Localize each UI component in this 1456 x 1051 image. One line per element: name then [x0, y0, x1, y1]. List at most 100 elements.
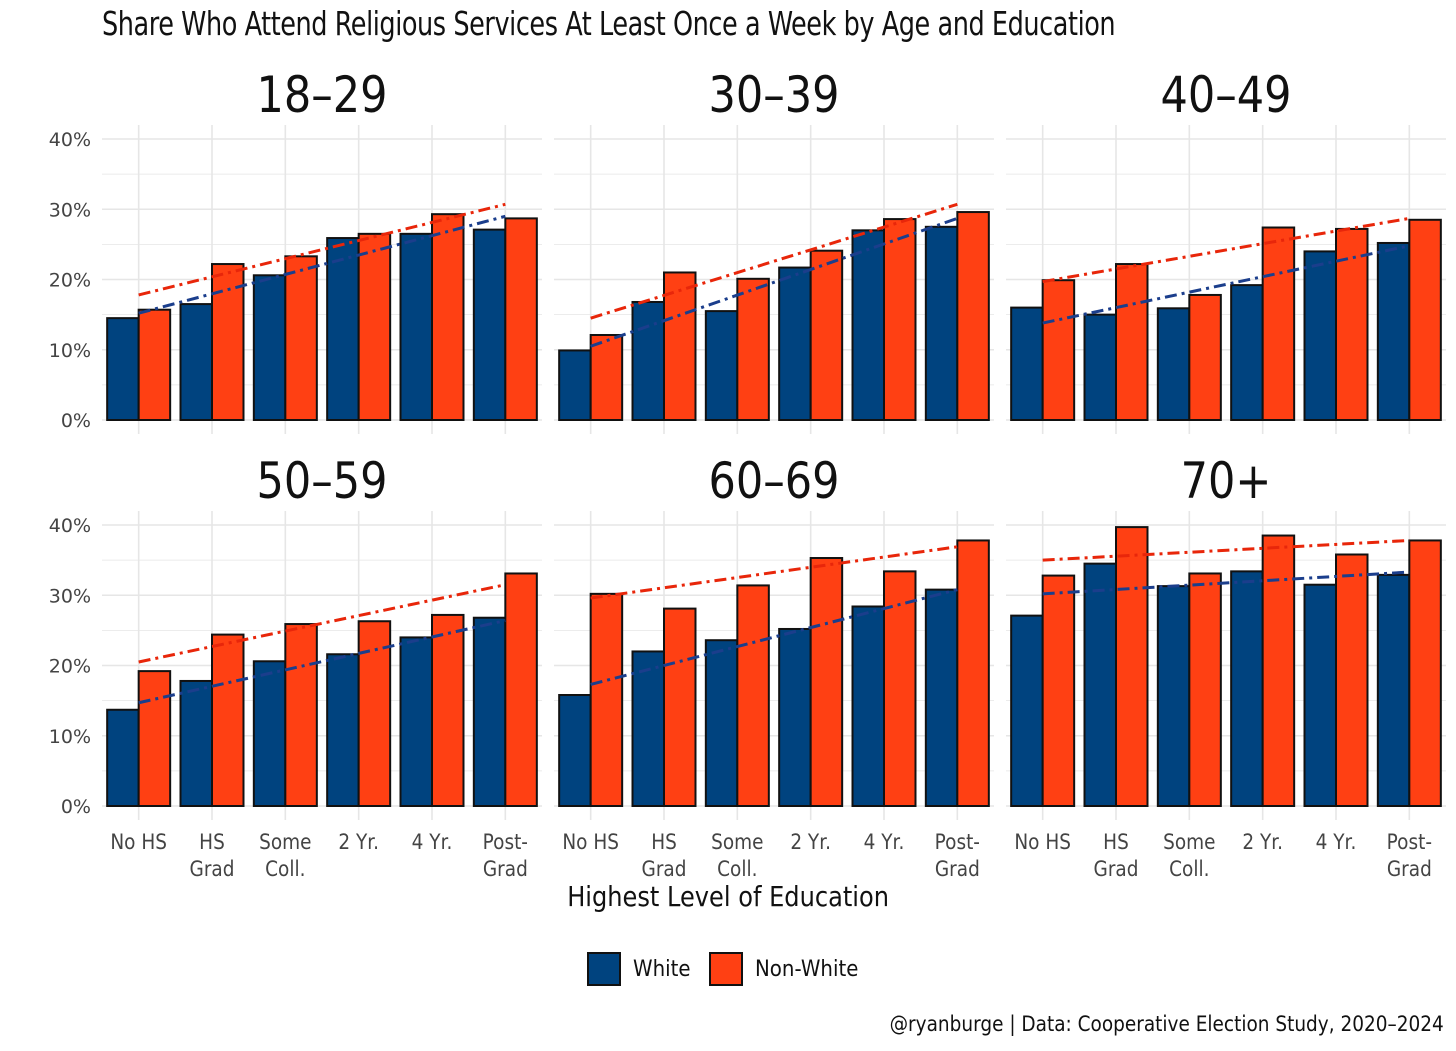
x-tick-label: Grad	[642, 857, 687, 881]
bar-nonwhite	[809, 249, 844, 421]
y-tick-label: 40%	[49, 129, 91, 151]
panel-2: 30–39	[554, 66, 994, 434]
x-tick-label: 2 Yr.	[338, 830, 379, 854]
x-tick-label: Grad	[1387, 857, 1432, 881]
y-tick-label: 0%	[61, 796, 91, 818]
x-tick-label: HS	[651, 830, 677, 854]
x-tick-label: Coll.	[265, 857, 305, 881]
bar-white	[179, 679, 213, 808]
x-tick-label: HS	[199, 830, 225, 854]
bar-white	[106, 317, 140, 422]
trend-line-nonwhite	[1042, 216, 1410, 284]
facet-label: 30–39	[709, 66, 840, 124]
bar-nonwhite	[284, 623, 318, 807]
x-tick-label: Post-	[935, 830, 980, 854]
bar-nonwhite	[883, 570, 917, 807]
x-tick-label: Grad	[1094, 857, 1139, 881]
facet-label: 60–69	[709, 452, 840, 510]
bar-nonwhite	[504, 217, 538, 421]
bar-white	[1083, 562, 1117, 808]
x-tick-label: Post-	[1387, 830, 1432, 854]
x-axis-title-text: Highest Level of Education	[567, 880, 889, 913]
chart-title: Share Who Attend Religious Services At L…	[102, 4, 1116, 43]
bar-nonwhite	[284, 255, 318, 421]
bar-white	[472, 616, 507, 807]
bar-white	[778, 266, 812, 421]
bar-nonwhite	[883, 218, 917, 421]
legend-swatch-nonwhite	[708, 952, 743, 986]
facet-label: 18–29	[257, 66, 388, 124]
bar-white	[778, 627, 812, 807]
bar-white	[326, 653, 360, 808]
x-tick-label: No HS	[1014, 830, 1071, 854]
bar-nonwhite	[736, 584, 770, 807]
bar-nonwhite	[1335, 553, 1369, 807]
bar-white	[558, 349, 592, 422]
bar-white	[851, 229, 885, 421]
bar-nonwhite	[956, 539, 990, 808]
bar-white	[851, 605, 885, 807]
bar-white	[1376, 573, 1411, 807]
y-tick-label: 40%	[49, 515, 91, 537]
y-tick-label: 20%	[49, 656, 91, 678]
x-tick-label: Post-	[483, 830, 528, 854]
bar-white	[326, 237, 360, 421]
x-tick-label: Some	[711, 830, 763, 854]
x-tick-label: HS	[1103, 830, 1129, 854]
panel-6: 70+ No HS HS Grad Some Coll. 2 Yr. 4 Yr. Post- Gr…	[1006, 452, 1446, 881]
bar-white	[1230, 284, 1264, 421]
bar-nonwhite	[1408, 539, 1442, 808]
bar-white	[179, 303, 213, 421]
x-tick-label: 2 Yr.	[790, 830, 831, 854]
bar-white	[1303, 583, 1337, 808]
x-tick-label: Grad	[935, 857, 980, 881]
caption: @ryanburge | Data: Cooperative Election …	[889, 1012, 1444, 1036]
bar-white	[106, 708, 140, 808]
bar-nonwhite	[137, 670, 172, 807]
bar-white	[1303, 250, 1337, 421]
x-tick-label: 4 Yr.	[1316, 830, 1357, 854]
y-tick-label: 30%	[49, 585, 91, 607]
bar-nonwhite	[1041, 279, 1076, 422]
bar-white	[399, 636, 433, 808]
x-tick-label: Grad	[483, 857, 528, 881]
bar-nonwhite	[1335, 227, 1369, 421]
bar-nonwhite	[357, 232, 392, 421]
y-tick-label: 20%	[49, 270, 91, 292]
bar-nonwhite	[809, 557, 844, 808]
bar-white	[558, 694, 592, 808]
x-tick-label: Some	[259, 830, 311, 854]
x-tick-label: 2 Yr.	[1242, 830, 1283, 854]
legend: White Non-White	[0, 952, 1456, 986]
bar-white	[631, 650, 665, 808]
bar-nonwhite	[589, 333, 624, 421]
trend-line-nonwhite	[590, 545, 958, 600]
bar-nonwhite	[663, 607, 697, 807]
bar-nonwhite	[1041, 574, 1076, 808]
x-tick-label: 4 Yr.	[412, 830, 453, 854]
bar-nonwhite	[1261, 226, 1296, 421]
bar-white	[1083, 313, 1117, 421]
bar-white	[1156, 307, 1191, 421]
bar-white	[1010, 306, 1044, 422]
x-tick-label: No HS	[562, 830, 619, 854]
bar-nonwhite	[137, 308, 172, 421]
bar-nonwhite	[956, 211, 990, 421]
facet-label: 70+	[1181, 452, 1272, 510]
x-tick-label: 4 Yr.	[864, 830, 905, 854]
bar-white	[472, 228, 507, 421]
legend-item-white: White	[586, 952, 697, 986]
panel-1: 18–29 0% 10% 20% 30% 40%	[49, 66, 542, 434]
trend-line-nonwhite	[1042, 538, 1410, 562]
bar-white	[924, 588, 959, 807]
bar-nonwhite	[357, 620, 392, 807]
bar-nonwhite	[1115, 263, 1149, 422]
trend-line-white	[1042, 570, 1410, 596]
bar-white	[252, 660, 287, 807]
trend-line-nonwhite	[590, 202, 958, 320]
y-tick-label: 10%	[49, 340, 91, 362]
legend-item-nonwhite: Non-White	[708, 952, 870, 986]
bar-white	[399, 232, 433, 421]
